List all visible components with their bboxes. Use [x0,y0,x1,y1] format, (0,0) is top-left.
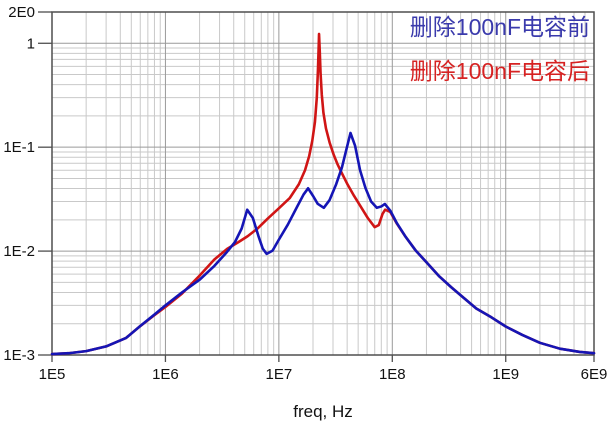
y-tick-label: 1 [27,35,35,52]
legend: 删除100nF电容前 删除100nF电容后 [410,13,590,101]
y-tick-label: 1E-2 [3,243,35,260]
y-tick-label: 1E-1 [3,139,35,156]
x-tick-label: 1E7 [266,366,293,383]
x-tick-label: 1E5 [39,366,66,383]
x-axis-title: freq, Hz [293,402,353,421]
plot-border [51,11,595,356]
y-tick-label: 2E0 [8,4,35,21]
x-tick-label: 1E9 [492,366,519,383]
legend-series-before: 删除100nF电容前 [409,14,590,40]
x-tick-label: 1E6 [152,366,179,383]
legend-series-after: 删除100nF电容后 [409,58,590,84]
y-tick-label: 1E-3 [3,347,35,364]
x-tick-label: 6E9 [581,366,608,383]
curve-before-removal [50,131,596,356]
x-tick-label: 1E8 [379,366,406,383]
